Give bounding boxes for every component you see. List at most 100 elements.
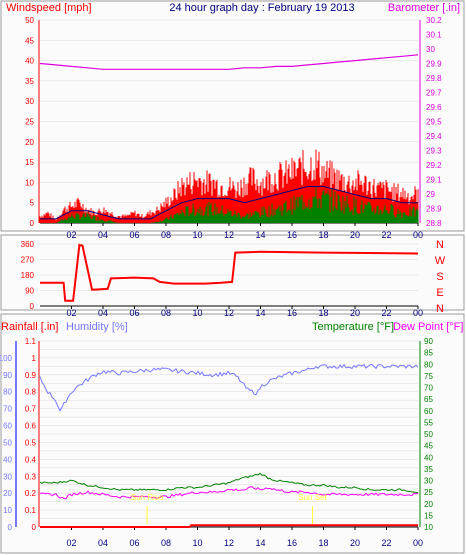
barometer-tick-label: 28.9 <box>426 205 442 214</box>
climate-x-tick-label: 12 <box>224 538 234 548</box>
direction-x-tick-label: 12 <box>224 308 234 318</box>
rainfall-tick-label: 0.2 <box>25 489 37 498</box>
direction-x-tick-label: 02 <box>66 308 76 318</box>
temperature-tick-label: 50 <box>424 430 433 439</box>
temperature-tick-label: 35 <box>424 465 433 474</box>
direction-x-tick-label: 06 <box>129 308 139 318</box>
direction-x-tick-label: 18 <box>318 308 328 318</box>
direction-tick-label: 270 <box>21 256 35 265</box>
wind-x-tick-label: 18 <box>318 230 328 240</box>
climate-x-tick-label: 08 <box>161 538 171 548</box>
barometer-tick-label: 29 <box>426 190 435 199</box>
windspeed-tick-label: 5 <box>30 199 35 208</box>
climate-x-tick-label: 14 <box>255 538 265 548</box>
temperature-tick-label: 10 <box>424 523 433 532</box>
rainfall-tick-label: 0.7 <box>25 405 37 414</box>
windspeed-tick-label: 10 <box>25 178 34 187</box>
wind-x-tick-label: 00 <box>413 230 423 240</box>
temperature-tick-label: 65 <box>424 395 433 404</box>
windspeed-title: Windspeed [mph] <box>6 2 92 14</box>
compass-label: S <box>436 271 443 283</box>
climate-x-tick-label: 04 <box>98 538 108 548</box>
barometer-tick-label: 29.5 <box>426 118 442 127</box>
rainfall-tick-label: 0.6 <box>25 422 37 431</box>
barometer-tick-label: 29.1 <box>426 176 442 185</box>
sun-marker-label: Sun Rise <box>131 493 164 502</box>
windspeed-tick-label: 45 <box>25 36 34 45</box>
rainfall-tick-label: 0.1 <box>25 506 37 515</box>
wind-direction-series <box>40 243 419 302</box>
climate-x-tick-label: 22 <box>381 538 391 548</box>
sun-marker-label: Sun Set <box>298 493 327 502</box>
wind-x-tick-label: 10 <box>192 230 202 240</box>
temperature-tick-label: 75 <box>424 372 433 381</box>
rainfall-tick-label: 0.9 <box>25 371 37 380</box>
dewpoint-title: Dew Point [°F] <box>393 321 463 333</box>
temperature-tick-label: 20 <box>424 500 433 509</box>
temperature-tick-label: 60 <box>424 407 433 416</box>
wind-x-tick-label: 20 <box>350 230 360 240</box>
windspeed-tick-label: 30 <box>25 97 34 106</box>
temperature-tick-label: 55 <box>424 418 433 427</box>
direction-x-tick-label: 04 <box>98 308 108 318</box>
windspeed-tick-label: 35 <box>25 77 34 86</box>
direction-x-tick-label: 14 <box>255 308 265 318</box>
climate-x-tick-label: 02 <box>66 538 76 548</box>
wind-x-tick-label: 04 <box>98 230 108 240</box>
wind-low-series <box>55 187 419 223</box>
rainfall-tick-label: 0.4 <box>25 455 37 464</box>
compass-label: E <box>436 287 443 299</box>
rainfall-tick-label: 1 <box>32 354 37 363</box>
temperature-tick-label: 70 <box>424 384 433 393</box>
rainfall-series <box>40 524 418 528</box>
direction-tick-label: 90 <box>25 287 34 296</box>
barometer-tick-label: 30.2 <box>426 16 442 25</box>
humidity-tick-label: 80 <box>3 388 12 397</box>
humidity-tick-label: 100 <box>0 354 13 363</box>
climate-x-tick-label: 00 <box>413 538 423 548</box>
barometer-tick-label: 29.9 <box>426 60 442 69</box>
rainfall-tick-label: 1.1 <box>25 337 37 346</box>
humidity-series <box>39 363 419 412</box>
humidity-tick-label: 70 <box>3 405 12 414</box>
barometer-tick-label: 29.3 <box>426 147 442 156</box>
dewpoint-series <box>40 486 419 500</box>
climate-panel-frame <box>0 313 465 554</box>
rainfall-tick-label: 0.8 <box>25 388 37 397</box>
temperature-tick-label: 25 <box>424 488 433 497</box>
windspeed-tick-label: 0 <box>30 219 35 228</box>
climate-x-tick-label: 06 <box>129 538 139 548</box>
humidity-tick-label: 30 <box>3 472 12 481</box>
compass-label: W <box>435 255 446 267</box>
wind-x-tick-label: 08 <box>161 230 171 240</box>
wind-x-tick-label: 14 <box>255 230 265 240</box>
barometer-tick-label: 29.2 <box>426 161 442 170</box>
climate-x-tick-label: 10 <box>192 538 202 548</box>
barometer-tick-label: 30.1 <box>426 31 442 40</box>
temperature-tick-label: 30 <box>424 477 433 486</box>
direction-x-tick-label: 22 <box>381 308 391 318</box>
barometer-tick-label: 29.8 <box>426 74 442 83</box>
humidity-tick-label: 40 <box>3 455 12 464</box>
windspeed-tick-label: 20 <box>25 138 34 147</box>
wind-x-tick-label: 16 <box>287 230 297 240</box>
rainfall-tick-label: 0 <box>32 523 37 532</box>
temperature-tick-label: 15 <box>424 511 433 520</box>
direction-tick-label: 180 <box>21 271 35 280</box>
climate-x-tick-label: 18 <box>318 538 328 548</box>
rainfall-title: Rainfall [.in] <box>1 321 58 333</box>
temperature-tick-label: 45 <box>424 442 433 451</box>
wind-average-series <box>40 186 418 220</box>
barometer-tick-label: 29.4 <box>426 132 442 141</box>
direction-tick-label: 360 <box>21 240 35 249</box>
climate-x-tick-label: 16 <box>287 538 297 548</box>
windspeed-tick-label: 25 <box>25 118 34 127</box>
compass-label: N <box>436 239 444 251</box>
humidity-tick-label: 90 <box>3 371 12 380</box>
humidity-tick-label: 20 <box>3 489 12 498</box>
rainfall-tick-label: 0.3 <box>25 472 37 481</box>
barometer-tick-label: 29.6 <box>426 103 442 112</box>
wind-x-tick-label: 02 <box>66 230 76 240</box>
